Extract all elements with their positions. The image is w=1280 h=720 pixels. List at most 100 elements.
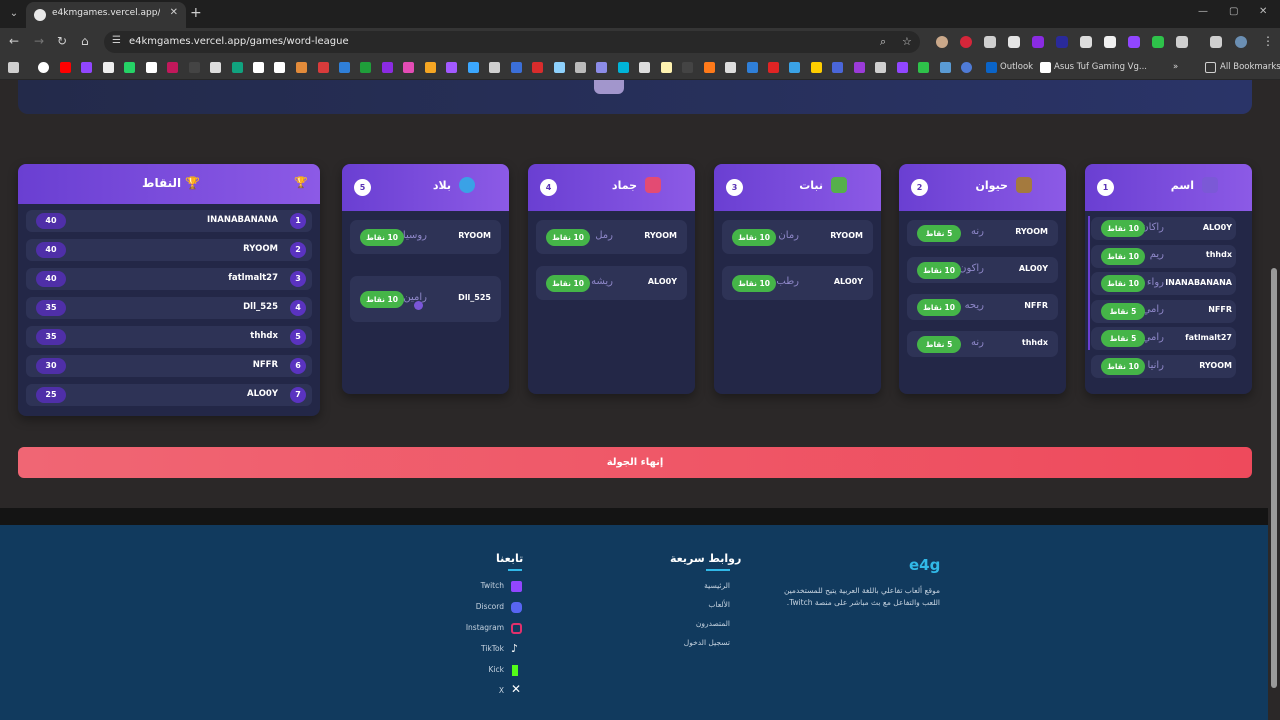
- end-round-button[interactable]: إنهاء الجولة: [18, 447, 1252, 478]
- extension-6-icon[interactable]: [1056, 36, 1068, 48]
- x-icon[interactable]: ✕: [511, 682, 522, 696]
- bookmark-22-icon[interactable]: [489, 62, 500, 73]
- forward-button[interactable]: →: [34, 34, 45, 48]
- bookmark-16-icon[interactable]: [360, 62, 371, 73]
- bookmark-10-icon[interactable]: [232, 62, 243, 73]
- extensions-puzzle-icon[interactable]: [1176, 36, 1188, 48]
- close-window-button[interactable]: ✕: [1259, 6, 1268, 17]
- bookmark-37-icon[interactable]: [811, 62, 822, 73]
- all-bookmarks[interactable]: All Bookmarks: [1220, 62, 1280, 72]
- discord-icon[interactable]: [511, 602, 522, 613]
- bookmark-29-icon[interactable]: [639, 62, 650, 73]
- bookmark-33-icon[interactable]: [725, 62, 736, 73]
- browser-tab[interactable]: e4kmgames.vercel.app/games/ ✕: [26, 2, 186, 28]
- bookmark-40-icon[interactable]: [875, 62, 886, 73]
- extension-4-icon[interactable]: [1008, 36, 1020, 48]
- page-scrollbar[interactable]: [1268, 80, 1280, 720]
- scrollbar-thumb[interactable]: [1271, 268, 1277, 688]
- tab-search-button[interactable]: ⌄: [9, 8, 19, 19]
- extension-3-icon[interactable]: [984, 36, 996, 48]
- bookmark-4-icon[interactable]: [103, 62, 114, 73]
- bookmark-28-icon[interactable]: [618, 62, 629, 73]
- bookmark-5-icon[interactable]: [124, 62, 135, 73]
- profile-avatar[interactable]: [1235, 36, 1247, 48]
- bookmark-11-icon[interactable]: [253, 62, 264, 73]
- social-x-label[interactable]: X: [498, 686, 504, 695]
- footer-brand-logo[interactable]: e4g: [909, 556, 941, 574]
- address-bar[interactable]: ☰ e4kmgames.vercel.app/games/word-league…: [104, 31, 920, 53]
- extension-8-icon[interactable]: [1104, 36, 1116, 48]
- bookmark-23-icon[interactable]: [511, 62, 522, 73]
- social-instagram-label[interactable]: Instagram: [465, 623, 504, 632]
- bookmarks-overflow-icon[interactable]: »: [1173, 62, 1179, 72]
- extension-5-icon[interactable]: [1032, 36, 1044, 48]
- bookmark-43-icon[interactable]: [940, 62, 951, 73]
- instagram-icon[interactable]: [511, 623, 522, 634]
- bookmark-6-icon[interactable]: [146, 62, 157, 73]
- extension-7-icon[interactable]: [1080, 36, 1092, 48]
- bookmark-34-icon[interactable]: [747, 62, 758, 73]
- bookmark-14-icon[interactable]: [318, 62, 329, 73]
- bookmark-google-icon[interactable]: [38, 62, 49, 73]
- social-tiktok-label[interactable]: TikTok: [480, 644, 504, 653]
- bookmark-27-icon[interactable]: [596, 62, 607, 73]
- bookmark-star-icon[interactable]: ☆: [902, 35, 912, 48]
- extension-1-icon[interactable]: [936, 36, 948, 48]
- bookmark-asus[interactable]: Asus Tuf Gaming Vg...: [1054, 62, 1147, 72]
- social-kick-label[interactable]: Kick: [488, 665, 504, 674]
- bookmark-19-icon[interactable]: [425, 62, 436, 73]
- footer-link-login[interactable]: تسجيل الدخول: [683, 638, 730, 647]
- bookmark-17-icon[interactable]: [382, 62, 393, 73]
- url-text[interactable]: e4kmgames.vercel.app/games/word-league: [129, 36, 349, 47]
- maximize-button[interactable]: ▢: [1229, 6, 1239, 17]
- twitch-icon[interactable]: [511, 581, 522, 592]
- footer-link-games[interactable]: الألعاب: [708, 600, 730, 609]
- extension-9-icon[interactable]: [1128, 36, 1140, 48]
- tab-close-icon[interactable]: ✕: [169, 7, 178, 18]
- bookmark-39-icon[interactable]: [854, 62, 865, 73]
- bookmark-21-icon[interactable]: [468, 62, 479, 73]
- back-button[interactable]: ←: [9, 34, 20, 48]
- footer-link-leaderboard[interactable]: المتصدرون: [695, 619, 730, 628]
- bookmark-32-icon[interactable]: [704, 62, 715, 73]
- bookmark-15-icon[interactable]: [339, 62, 350, 73]
- bookmark-30-icon[interactable]: [661, 62, 672, 73]
- extension-10-icon[interactable]: [1152, 36, 1164, 48]
- bookmark-35-icon[interactable]: [768, 62, 779, 73]
- bookmark-41-icon[interactable]: [897, 62, 908, 73]
- header-action-button[interactable]: [594, 80, 624, 94]
- footer-link-home[interactable]: الرئيسية: [704, 581, 730, 590]
- zoom-icon[interactable]: ⌕: [880, 35, 887, 48]
- tiktok-icon[interactable]: ♪: [511, 642, 519, 655]
- apps-grid-icon[interactable]: [8, 62, 19, 73]
- bookmark-9-icon[interactable]: [210, 62, 221, 73]
- bookmark-youtube-icon[interactable]: [60, 62, 71, 73]
- bookmark-31-icon[interactable]: [682, 62, 693, 73]
- kick-icon[interactable]: [512, 665, 518, 676]
- bookmark-20-icon[interactable]: [446, 62, 457, 73]
- bookmark-38-icon[interactable]: [832, 62, 843, 73]
- bookmark-outlook[interactable]: Outlook: [1000, 62, 1034, 72]
- social-discord-label[interactable]: Discord: [475, 602, 504, 611]
- asus-icon[interactable]: [1040, 62, 1051, 73]
- bookmark-36-icon[interactable]: [789, 62, 800, 73]
- site-info-icon[interactable]: ☰: [112, 35, 121, 46]
- bookmark-7-icon[interactable]: [167, 62, 178, 73]
- bookmark-8-icon[interactable]: [189, 62, 200, 73]
- outlook-icon[interactable]: [986, 62, 997, 73]
- social-twitch-label[interactable]: Twitch: [480, 581, 504, 590]
- menu-kebab-icon[interactable]: ⋮: [1262, 34, 1274, 48]
- reading-list-icon[interactable]: [1210, 36, 1222, 48]
- bookmark-twitch-icon[interactable]: [81, 62, 92, 73]
- reload-button[interactable]: ↻: [57, 34, 68, 48]
- minimize-button[interactable]: —: [1198, 6, 1208, 17]
- bookmark-24-icon[interactable]: [532, 62, 543, 73]
- bookmark-13-icon[interactable]: [296, 62, 307, 73]
- bookmark-26-icon[interactable]: [575, 62, 586, 73]
- bookmark-12-icon[interactable]: [274, 62, 285, 73]
- new-tab-button[interactable]: +: [190, 5, 202, 21]
- bookmark-42-icon[interactable]: [918, 62, 929, 73]
- bookmark-25-icon[interactable]: [554, 62, 565, 73]
- bookmark-globe-icon[interactable]: [961, 62, 972, 73]
- extension-2-icon[interactable]: [960, 36, 972, 48]
